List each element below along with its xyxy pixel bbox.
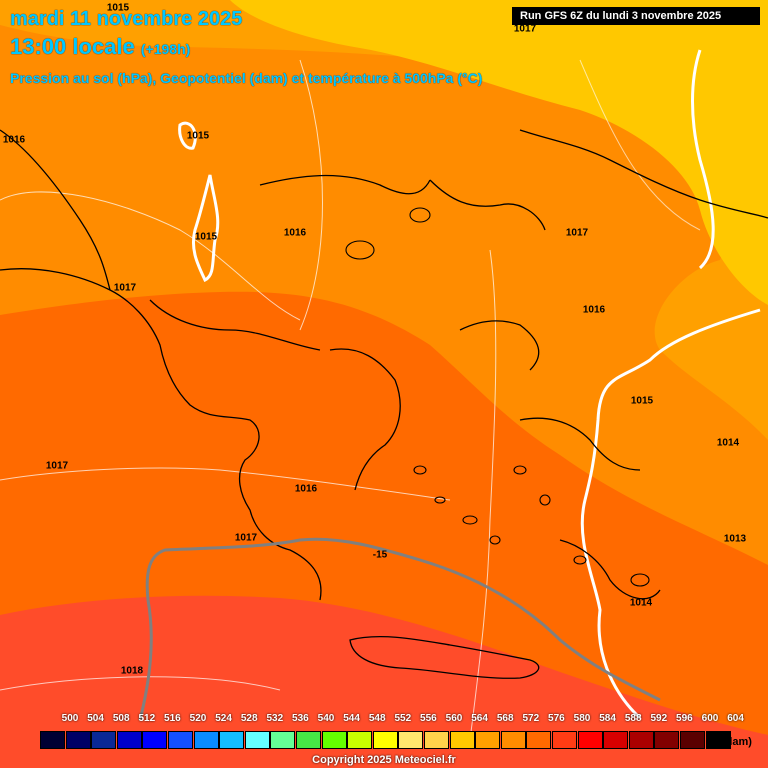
legend-tick: 564	[471, 713, 488, 724]
legend-swatch	[398, 731, 424, 749]
legend-swatch	[270, 731, 296, 749]
pressure-label: 1017	[234, 532, 258, 544]
legend-tick: 560	[445, 713, 463, 724]
legend-tick: 572	[522, 713, 540, 724]
legend-swatch	[347, 731, 373, 749]
zone-560	[230, 0, 768, 305]
legend-tick: 540	[317, 713, 335, 724]
legend-swatch	[244, 731, 270, 749]
legend-tick: 576	[548, 713, 565, 724]
legend-swatch	[475, 731, 501, 749]
legend-swatch	[116, 731, 142, 749]
islands	[345, 207, 650, 587]
pressure-label: 1017	[513, 23, 537, 35]
zone-576-south	[0, 595, 768, 768]
run-info: Run GFS 6Z du lundi 3 novembre 2025	[512, 7, 760, 25]
legend-swatch	[372, 731, 398, 749]
pressure-label: 1017	[45, 460, 69, 472]
forecast-time-label: 13:00 locale	[10, 34, 135, 59]
pressure-label: 1017	[565, 227, 589, 239]
legend-tick: 556	[420, 713, 437, 724]
legend-tick: 596	[676, 713, 693, 724]
pressure-label: 1015	[630, 395, 654, 407]
legend-swatch	[680, 731, 705, 749]
pressure-label: 1017	[113, 282, 137, 294]
pressure-label: 1016	[294, 483, 318, 495]
legend-swatch	[142, 731, 168, 749]
pressure-label: 1015	[106, 2, 130, 14]
copyright: Copyright 2025 Meteociel.fr	[312, 754, 456, 766]
map-title: mardi 11 novembre 2025	[10, 8, 243, 30]
forecast-offset: (+198h)	[140, 41, 191, 57]
legend-tick: 536	[292, 713, 309, 724]
isotherm-minus-15	[138, 537, 661, 721]
legend-swatch	[654, 731, 680, 749]
legend-swatch	[705, 731, 731, 749]
legend-tick: 604	[727, 713, 744, 724]
legend-swatch	[193, 731, 219, 749]
pressure-label: 1016	[283, 227, 307, 239]
legend-swatch	[219, 731, 245, 749]
legend-swatch	[526, 731, 552, 749]
legend-tick: 532	[266, 713, 284, 724]
legend-swatch	[603, 731, 629, 749]
pressure-label: 1014	[716, 437, 740, 449]
legend-tick: 588	[624, 713, 642, 724]
legend-tick: 544	[343, 713, 360, 724]
pressure-label: 1018	[120, 665, 144, 677]
legend-tick: 512	[138, 713, 156, 724]
coastlines	[0, 129, 768, 679]
pressure-label: 1016	[582, 304, 606, 316]
temperature-label: -15	[372, 549, 388, 561]
pressure-label: 1013	[723, 533, 747, 545]
legend-swatch	[424, 731, 449, 749]
legend-tick: 568	[496, 713, 514, 724]
legend-swatch	[65, 731, 91, 749]
legend-tick: 516	[164, 713, 181, 724]
legend-tick: 524	[215, 713, 232, 724]
legend-tick: 600	[701, 713, 719, 724]
legend-tick: 500	[61, 713, 79, 724]
legend-swatch	[40, 731, 65, 749]
isobars	[0, 49, 761, 741]
map-subtitle: Pression au sol (hPa), Geopotentiel (dam…	[10, 70, 483, 86]
legend-swatch	[321, 731, 347, 749]
legend-swatch	[91, 731, 117, 749]
zone-568	[0, 0, 768, 565]
legend-tick: 580	[573, 713, 591, 724]
pressure-label: 1014	[629, 597, 653, 609]
legend-tick: 548	[368, 713, 386, 724]
legend-tick: 520	[189, 713, 207, 724]
pressure-label: 1015	[186, 130, 210, 142]
legend-swatch	[449, 731, 475, 749]
legend-unit: (dam)	[722, 736, 752, 748]
pressure-label: 1016	[2, 134, 26, 146]
legend-tick: 528	[240, 713, 258, 724]
legend-tick: 592	[650, 713, 668, 724]
pressure-label: 1015	[194, 231, 218, 243]
legend-swatch	[577, 731, 603, 749]
legend-tick: 584	[599, 713, 616, 724]
legend-swatch	[296, 731, 321, 749]
color-legend: 500 504 508 512 516 520 524 528 532 536 540 544 548 5…	[40, 713, 744, 753]
legend-swatch	[168, 731, 193, 749]
legend-tick: 508	[112, 713, 130, 724]
legend-tick: 504	[87, 713, 104, 724]
legend-swatch	[552, 731, 577, 749]
legend-tick: 552	[394, 713, 412, 724]
legend-swatch	[500, 731, 526, 749]
forecast-time: 13:00 locale (+198h)	[10, 34, 190, 60]
legend-swatch	[628, 731, 654, 749]
